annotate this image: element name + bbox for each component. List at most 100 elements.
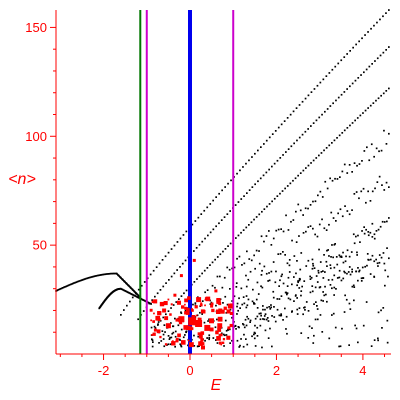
data-point xyxy=(312,227,314,230)
data-point xyxy=(338,254,341,257)
x-tick-label: 2 xyxy=(273,363,280,378)
highlight-point xyxy=(178,319,182,322)
data-point xyxy=(163,324,166,326)
data-point xyxy=(254,267,256,270)
data-point xyxy=(295,107,298,109)
data-point xyxy=(317,194,319,197)
data-point xyxy=(81,279,83,281)
data-point xyxy=(316,235,319,238)
data-point xyxy=(193,334,195,337)
data-point xyxy=(248,258,251,260)
data-point xyxy=(353,193,356,195)
data-point xyxy=(377,339,379,342)
data-point xyxy=(337,212,339,215)
data-point xyxy=(304,97,307,100)
data-point xyxy=(294,295,297,297)
data-point xyxy=(149,273,152,276)
data-point xyxy=(180,345,183,348)
data-point xyxy=(242,296,245,298)
data-point xyxy=(229,210,231,212)
data-point xyxy=(225,334,228,336)
data-point xyxy=(341,215,344,218)
data-point xyxy=(349,124,351,127)
data-point xyxy=(284,187,286,190)
data-point xyxy=(285,315,288,318)
data-point xyxy=(380,309,382,312)
data-point xyxy=(325,260,328,263)
data-point xyxy=(280,313,282,315)
data-point xyxy=(261,269,263,272)
data-point xyxy=(94,275,97,277)
data-point xyxy=(235,286,238,288)
data-point xyxy=(324,271,326,273)
data-point xyxy=(307,226,310,228)
data-point xyxy=(276,159,279,162)
data-point xyxy=(74,281,76,284)
data-point xyxy=(342,261,345,264)
highlight-point xyxy=(165,323,171,329)
data-point xyxy=(185,289,188,292)
data-point xyxy=(200,213,203,215)
data-point xyxy=(265,139,268,142)
data-point xyxy=(248,224,250,226)
data-point xyxy=(265,272,268,275)
data-point xyxy=(245,226,248,229)
data-point xyxy=(227,182,229,185)
data-point xyxy=(314,318,317,321)
data-point xyxy=(366,253,369,255)
data-point xyxy=(297,281,299,284)
highlight-point xyxy=(221,341,225,344)
data-point xyxy=(348,266,351,268)
data-point xyxy=(271,133,274,135)
data-point xyxy=(331,314,333,316)
data-point xyxy=(120,287,122,290)
data-point xyxy=(77,280,80,283)
data-point xyxy=(220,219,223,221)
data-point xyxy=(152,269,155,272)
highlight-points-layer xyxy=(149,258,233,350)
data-point xyxy=(245,324,248,327)
data-point xyxy=(219,253,222,256)
data-point xyxy=(254,345,257,347)
data-point xyxy=(341,132,344,134)
data-point xyxy=(245,285,248,288)
data-point xyxy=(361,37,363,40)
data-point xyxy=(193,345,196,347)
data-point xyxy=(357,234,359,237)
data-point xyxy=(262,318,264,320)
data-point xyxy=(240,287,243,290)
data-point xyxy=(261,286,264,289)
data-point xyxy=(338,269,341,272)
data-point xyxy=(151,345,154,348)
data-point xyxy=(299,209,302,212)
data-point xyxy=(371,190,374,193)
data-point xyxy=(174,345,176,348)
data-point xyxy=(349,308,352,310)
highlight-point xyxy=(191,315,196,319)
data-point xyxy=(150,326,153,329)
data-point xyxy=(336,277,339,279)
data-point xyxy=(352,46,354,49)
data-point xyxy=(270,304,272,306)
data-point xyxy=(340,279,343,282)
data-point xyxy=(380,149,383,152)
data-point xyxy=(257,149,259,152)
data-point xyxy=(385,49,387,51)
data-point xyxy=(265,318,268,321)
data-point xyxy=(383,221,386,223)
data-point xyxy=(229,288,231,290)
data-point xyxy=(201,300,204,302)
data-point xyxy=(310,276,313,279)
data-point xyxy=(167,251,170,254)
data-point xyxy=(167,343,170,346)
data-point xyxy=(180,328,183,331)
data-point xyxy=(162,338,165,340)
highlight-point xyxy=(188,326,193,331)
data-point xyxy=(311,258,314,261)
data-point xyxy=(258,312,261,315)
data-point xyxy=(279,314,282,317)
data-point xyxy=(233,266,236,269)
data-point xyxy=(255,249,258,252)
data-point xyxy=(298,287,301,289)
highlight-point xyxy=(187,339,190,342)
